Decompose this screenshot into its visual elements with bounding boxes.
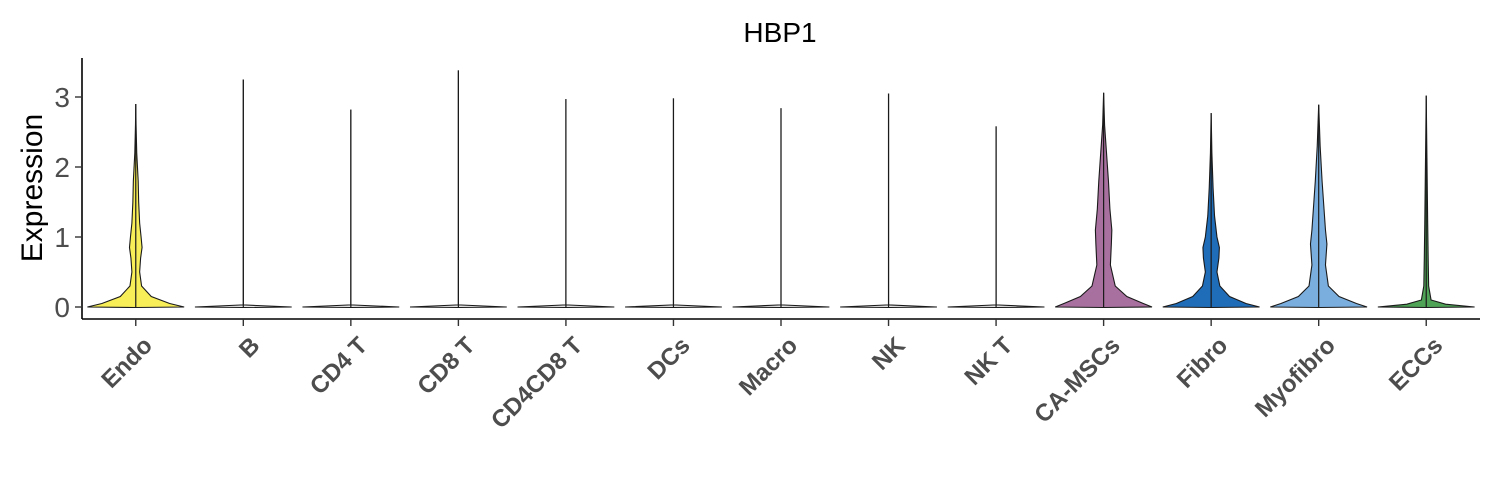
chart-title: HBP1 [743, 17, 816, 48]
x-tick-label: DCs [643, 332, 696, 385]
x-tick-label: Fibro [1172, 332, 1234, 394]
violin-cd4cd8-t [517, 99, 615, 309]
x-tick-label: CD4 T [305, 332, 373, 400]
x-tick-label: B [234, 332, 265, 363]
y-axis-label: Expression [16, 114, 49, 262]
y-tick-label: 0 [54, 292, 70, 323]
violin-b [194, 79, 292, 309]
x-tick-label: Endo [96, 332, 158, 394]
y-tick-label: 1 [54, 222, 70, 253]
violin-cd4-t [302, 109, 400, 309]
x-tick-label: NK [867, 332, 911, 376]
y-tick-label: 2 [54, 152, 70, 183]
violin-group [87, 70, 1475, 309]
violin-macro [732, 108, 830, 309]
x-tick-label: ECCs [1384, 332, 1448, 396]
y-axis: 0 1 2 3 [54, 58, 83, 323]
violin-nk [840, 93, 937, 309]
y-tick-label: 3 [54, 82, 70, 113]
violin-dcs [625, 98, 722, 309]
violin-nk-t [947, 126, 1045, 309]
x-tick-label: CD4CD8 T [486, 332, 588, 434]
x-tick-label: CD8 T [412, 332, 480, 400]
x-tick-label: NK T [960, 332, 1019, 391]
x-axis: Endo B CD4 T CD8 T CD4CD8 T DCs Macro NK NK T CA-… [82, 318, 1480, 434]
x-tick-label: CA-MSCs [1029, 332, 1125, 428]
x-tick-label: Macro [734, 332, 803, 401]
violin-cd8-t [409, 70, 507, 309]
x-tick-label: Myofibro [1250, 332, 1341, 423]
